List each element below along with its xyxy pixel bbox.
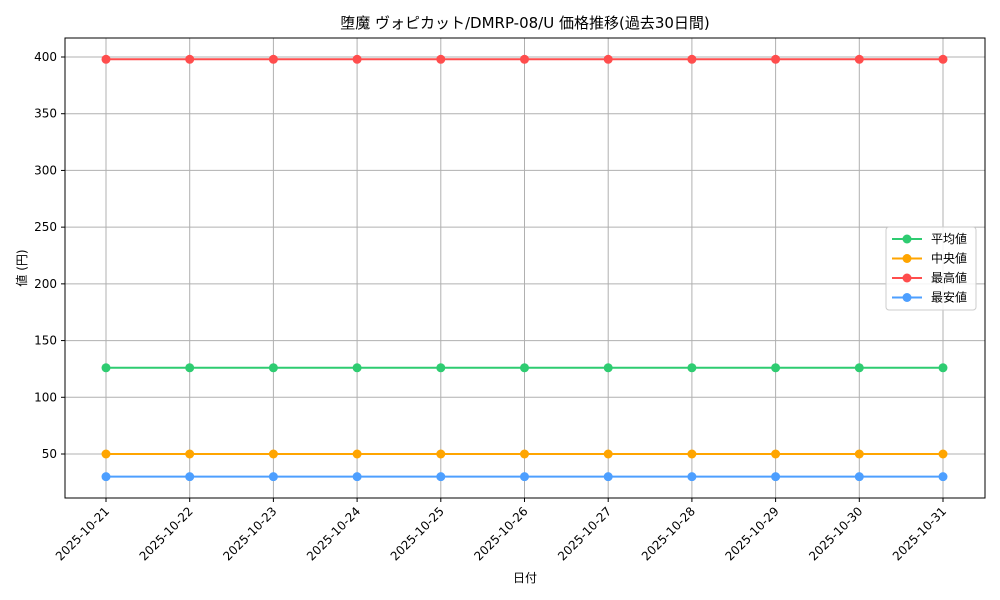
data-point	[352, 449, 362, 459]
y-tick-label: 200	[34, 277, 57, 291]
x-tick-label: 2025-10-24	[304, 504, 363, 563]
data-point	[352, 363, 362, 373]
y-axis-label: 値 (円)	[14, 249, 29, 286]
data-point	[687, 472, 697, 482]
data-point	[603, 472, 613, 482]
x-tick-label: 2025-10-27	[555, 504, 614, 563]
y-tick-label: 350	[34, 107, 57, 121]
data-point	[185, 472, 195, 482]
data-point	[687, 54, 697, 64]
data-point	[185, 54, 195, 64]
data-series	[101, 54, 948, 482]
data-point	[436, 363, 446, 373]
data-point	[185, 363, 195, 373]
data-point	[771, 54, 781, 64]
data-point	[603, 363, 613, 373]
legend-marker-icon	[902, 254, 912, 263]
data-point	[854, 363, 864, 373]
data-point	[352, 472, 362, 482]
series-3	[101, 472, 948, 482]
data-point	[938, 54, 948, 64]
legend-label: 中央値	[931, 251, 967, 266]
series-0	[101, 363, 948, 373]
legend-marker-icon	[902, 234, 912, 244]
data-point	[101, 54, 111, 64]
data-point	[520, 363, 529, 373]
legend-label: 平均値	[931, 231, 967, 246]
x-tick-label: 2025-10-21	[53, 504, 112, 563]
x-tick-label: 2025-10-29	[723, 504, 782, 563]
legend-label: 最安値	[931, 290, 967, 305]
data-point	[268, 449, 278, 459]
data-point	[101, 472, 111, 482]
x-axis-ticks: 2025-10-21 2025-10-22 2025-10-23 2025-10-24…	[53, 498, 949, 563]
y-tick-label: 400	[34, 50, 57, 64]
data-point	[268, 54, 278, 64]
x-tick-label: 2025-10-31	[890, 504, 949, 563]
grid-lines	[65, 38, 985, 498]
y-tick-label: 250	[34, 220, 57, 234]
x-tick-label: 2025-10-26	[471, 504, 530, 563]
y-tick-label: 50	[42, 447, 57, 461]
data-point	[771, 472, 781, 482]
data-point	[101, 449, 111, 459]
x-tick-label: 2025-10-28	[639, 504, 698, 563]
x-axis-label: 日付	[513, 571, 537, 585]
data-point	[854, 449, 864, 459]
data-point	[771, 449, 781, 459]
data-point	[352, 54, 362, 64]
data-point	[938, 472, 948, 482]
data-point	[185, 449, 195, 459]
data-point	[687, 363, 697, 373]
legend-box	[885, 226, 977, 311]
y-tick-label: 100	[34, 390, 57, 404]
series-1	[101, 449, 948, 459]
y-tick-label: 300	[34, 163, 57, 177]
legend-label: 最高値	[931, 270, 967, 285]
data-point	[520, 449, 529, 459]
series-2	[101, 54, 948, 64]
data-point	[436, 54, 446, 64]
data-point	[436, 472, 446, 482]
x-tick-label: 2025-10-25	[388, 504, 447, 563]
data-point	[520, 472, 529, 482]
data-point	[854, 472, 864, 482]
legend-marker-icon	[902, 293, 912, 302]
y-axis-ticks: 50 100 150 200 250 300 350 400	[34, 50, 65, 461]
data-point	[436, 449, 446, 459]
y-tick-label: 150	[34, 334, 57, 348]
data-point	[603, 449, 613, 459]
data-point	[520, 54, 529, 64]
data-point	[938, 449, 948, 459]
legend-marker-icon	[902, 273, 912, 283]
data-point	[101, 363, 111, 373]
chart-title: 堕魔 ヴォピカット/DMRP-08/U 価格推移(過去30日間)	[340, 14, 710, 32]
data-point	[854, 54, 864, 64]
x-tick-label: 2025-10-30	[806, 504, 865, 563]
data-point	[687, 449, 697, 459]
data-point	[603, 54, 613, 64]
x-tick-label: 2025-10-22	[137, 504, 196, 563]
data-point	[268, 472, 278, 482]
data-point	[771, 363, 781, 373]
data-point	[268, 363, 278, 373]
data-point	[938, 363, 948, 373]
x-tick-label: 2025-10-23	[220, 504, 279, 563]
